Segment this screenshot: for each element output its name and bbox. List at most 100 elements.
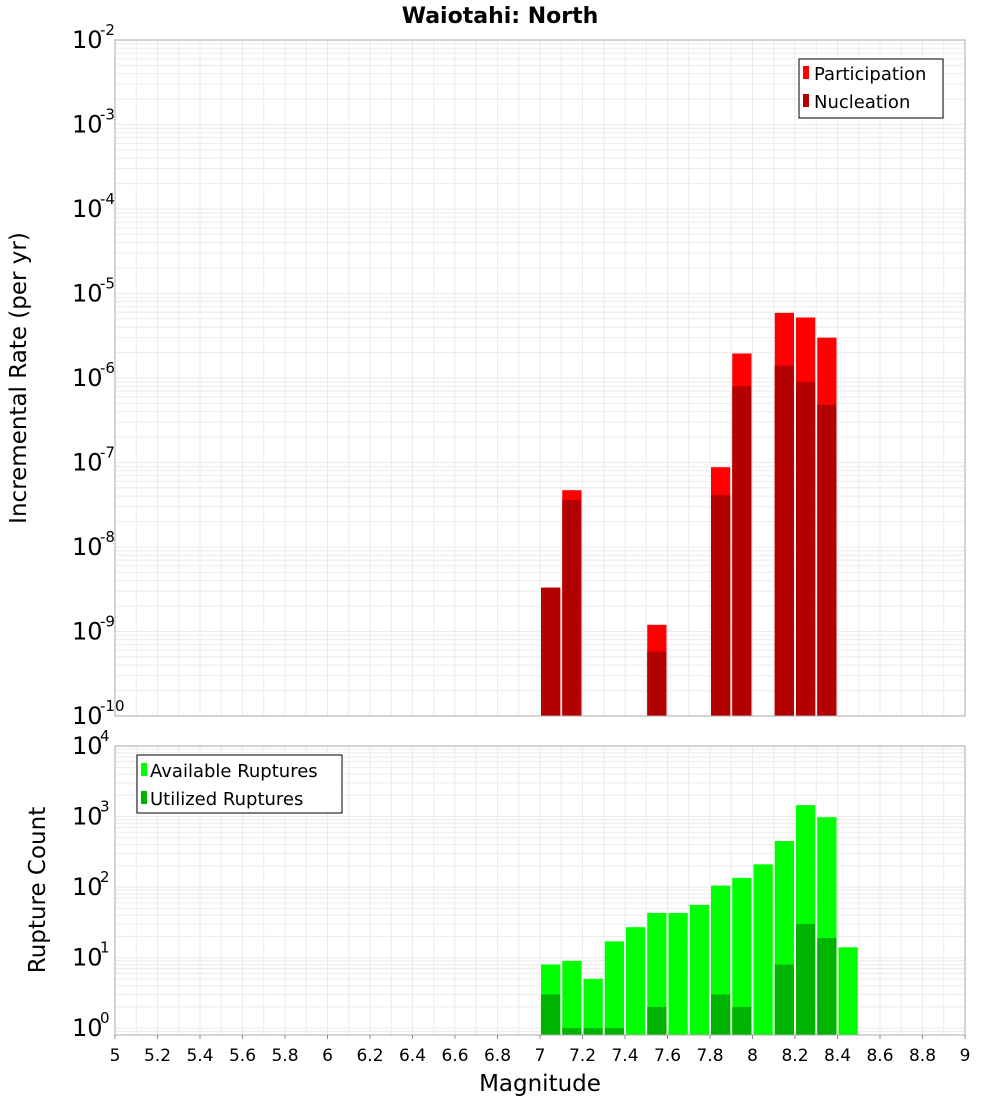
y-tick-label-base: 10 (72, 803, 103, 831)
bar-utilized-ruptures (562, 1028, 582, 1035)
bar-utilized-ruptures (541, 994, 561, 1035)
bottom-legend: Available Ruptures Utilized Ruptures (136, 754, 343, 814)
x-tick-label: 7 (535, 1046, 546, 1066)
x-tick-label: 8.8 (909, 1046, 936, 1066)
x-tick-label: 5.2 (144, 1046, 171, 1066)
y-tick-label-exponent: 0 (100, 1009, 110, 1027)
y-tick-label-exponent: -5 (100, 275, 115, 293)
bar-available-ruptures (689, 904, 709, 1035)
bar-nucleation (711, 495, 731, 716)
bar-nucleation (562, 499, 582, 716)
top-bars (541, 312, 837, 716)
y-tick-label-exponent: 3 (100, 798, 110, 816)
bar-available-ruptures (668, 912, 688, 1035)
x-tick-label: 9 (960, 1046, 971, 1066)
bottom-y-axis-label: Rupture Count (25, 807, 51, 973)
y-tick-label-base: 10 (72, 26, 103, 54)
legend-label-utilized-ruptures: Utilized Ruptures (150, 789, 303, 810)
bar-available-ruptures (753, 864, 773, 1035)
y-tick-label-exponent: -10 (100, 697, 125, 715)
top-grid (114, 39, 966, 717)
bar-utilized-ruptures (604, 1028, 624, 1035)
y-tick-label-exponent: -2 (100, 21, 115, 39)
legend-label-nucleation: Nucleation (814, 92, 910, 113)
y-tick-label-exponent: -7 (100, 444, 115, 462)
top-legend-box (798, 58, 944, 119)
bar-nucleation (647, 651, 667, 716)
x-tick-label: 6.6 (441, 1046, 468, 1066)
bar-available-ruptures (583, 978, 603, 1035)
x-tick-label: 7.6 (654, 1046, 681, 1066)
legend-swatch-available-ruptures (141, 763, 147, 776)
x-tick-label: 8.6 (866, 1046, 893, 1066)
legend-swatch-participation (803, 66, 809, 79)
y-tick-label-base: 10 (72, 618, 103, 646)
bottom-bars (541, 805, 858, 1035)
x-tick-label: 6.4 (399, 1046, 426, 1066)
x-tick-label: 5.8 (271, 1046, 298, 1066)
y-tick-label-base: 10 (72, 533, 103, 561)
y-tick-label-exponent: 1 (100, 939, 110, 957)
y-tick-label-base: 10 (72, 702, 103, 730)
y-tick-label-base: 10 (72, 111, 103, 139)
bar-available-ruptures (838, 947, 858, 1035)
y-tick-label-base: 10 (72, 195, 103, 223)
x-tick-label: 7.4 (611, 1046, 638, 1066)
bar-available-ruptures (562, 960, 582, 1035)
bar-utilized-ruptures (732, 1006, 752, 1035)
bar-available-ruptures (626, 927, 646, 1035)
x-tick-label: 6.8 (484, 1046, 511, 1066)
bar-utilized-ruptures (583, 1028, 603, 1035)
x-tick-label: 8 (747, 1046, 758, 1066)
x-tick-label: 5.6 (229, 1046, 256, 1066)
x-tick-label: 5.4 (186, 1046, 213, 1066)
x-ticks: 5 5.2 5.4 5.6 5.8 6 6.2 6.4 6.6 6.8 7 7.2 7.4 7.6 7.8 8… (110, 1035, 971, 1066)
x-tick-label: 7.8 (696, 1046, 723, 1066)
y-tick-label-base: 10 (72, 280, 103, 308)
chart-title: Waiotahi: North (402, 4, 599, 29)
legend-swatch-nucleation (803, 94, 809, 107)
legend-label-available-ruptures: Available Ruptures (150, 761, 318, 782)
x-tick-label: 8.4 (824, 1046, 851, 1066)
bar-utilized-ruptures (817, 937, 837, 1035)
y-tick-label-exponent: -4 (100, 190, 115, 208)
y-tick-label-exponent: -6 (100, 359, 115, 377)
top-legend: Participation Nucleation (798, 58, 944, 119)
y-tick-label-base: 10 (72, 732, 103, 760)
x-tick-label: 7.2 (569, 1046, 596, 1066)
top-y-axis-label: Incremental Rate (per yr) (6, 232, 32, 524)
y-tick-label-base: 10 (72, 873, 103, 901)
x-axis-label: Magnitude (479, 1071, 601, 1097)
x-tick-label: 5 (110, 1046, 121, 1066)
y-tick-label-exponent: -3 (100, 106, 115, 124)
x-tick-label: 6.2 (356, 1046, 383, 1066)
bottom-legend-box (136, 754, 343, 814)
bar-nucleation (732, 386, 752, 716)
bar-nucleation (774, 365, 794, 716)
bar-utilized-ruptures (647, 1006, 667, 1035)
legend-swatch-utilized-ruptures (141, 791, 147, 804)
bar-nucleation (817, 404, 837, 716)
y-tick-label-exponent: -9 (100, 613, 115, 631)
top-plot-frame (114, 39, 966, 717)
bar-nucleation (796, 381, 816, 716)
y-tick-label-exponent: 4 (100, 727, 110, 745)
y-tick-label-exponent: -8 (100, 528, 115, 546)
bar-utilized-ruptures (796, 923, 816, 1035)
y-tick-label-base: 10 (72, 449, 103, 477)
bar-available-ruptures (647, 912, 667, 1035)
y-tick-label-base: 10 (72, 1014, 103, 1042)
y-tick-label-base: 10 (72, 364, 103, 392)
y-tick-label-exponent: 2 (100, 868, 110, 886)
x-tick-label: 6 (322, 1046, 333, 1066)
bar-utilized-ruptures (711, 994, 731, 1035)
legend-label-participation: Participation (814, 64, 926, 85)
y-tick-label-base: 10 (72, 944, 103, 972)
